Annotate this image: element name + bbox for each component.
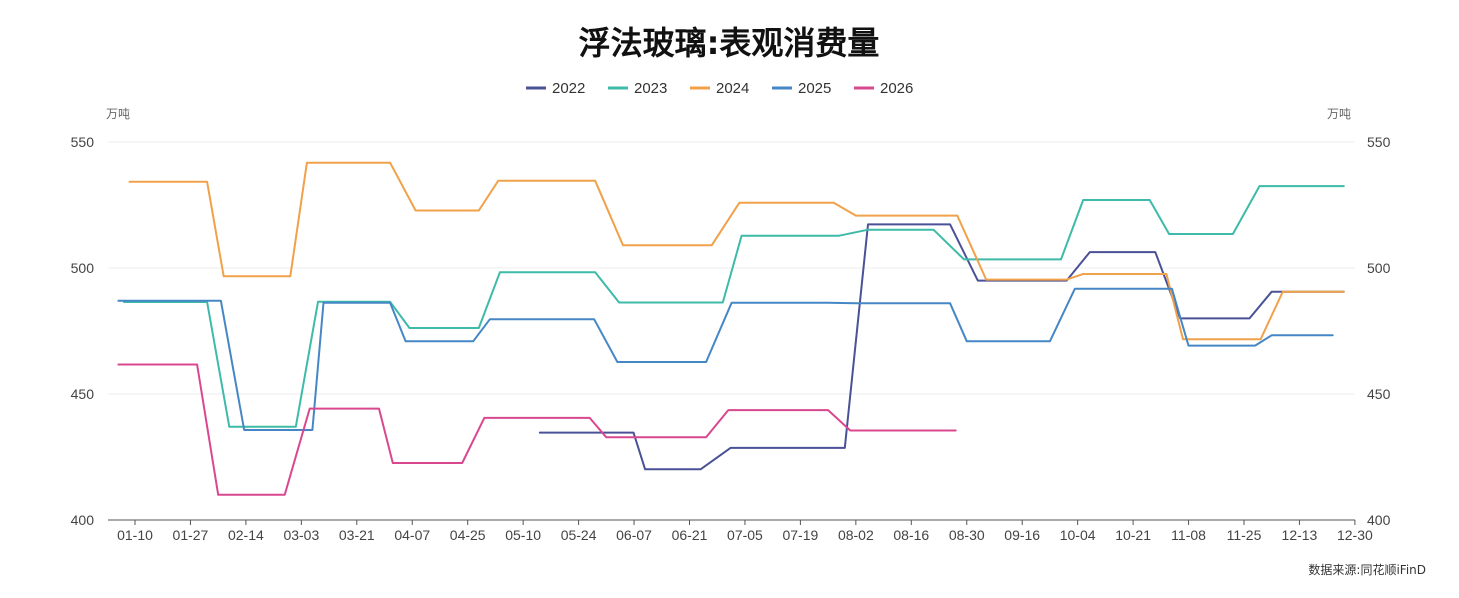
x-tick-label: 03-21 <box>339 527 375 543</box>
legend-label: 2026 <box>880 80 913 97</box>
legend[interactable]: 2022 2023 2024 2025 2026 <box>526 80 913 97</box>
left-axis-unit: 万吨 <box>106 107 130 121</box>
x-tick-label: 08-30 <box>949 527 985 543</box>
x-tick-label: 11-25 <box>1227 527 1262 543</box>
x-tick-label: 03-03 <box>283 527 319 543</box>
y-tick-label-left: 400 <box>71 512 95 528</box>
y-tick-label-right: 400 <box>1367 512 1391 528</box>
x-tick-label: 02-14 <box>228 527 264 543</box>
x-tick-label: 10-04 <box>1060 527 1096 543</box>
legend-item-2024[interactable]: 2024 <box>690 80 749 97</box>
x-tick-label: 12-13 <box>1282 527 1318 543</box>
legend-item-2026[interactable]: 2026 <box>854 80 913 97</box>
x-tick-label: 11-08 <box>1171 527 1206 543</box>
y-tick-label-right: 500 <box>1367 260 1391 276</box>
x-tick-label: 05-10 <box>505 527 541 543</box>
y-tick-label-right: 450 <box>1367 386 1391 402</box>
legend-item-2023[interactable]: 2023 <box>608 80 667 97</box>
series-line-2025 <box>117 287 1334 431</box>
x-tick-label: 08-02 <box>838 527 874 543</box>
legend-label: 2023 <box>634 80 667 97</box>
x-tick-label: 04-07 <box>394 527 430 543</box>
x-tick-label: 01-27 <box>173 527 209 543</box>
x-tick-label: 07-05 <box>727 527 763 543</box>
x-tick-label: 06-21 <box>672 527 708 543</box>
legend-item-2025[interactable]: 2025 <box>772 80 831 97</box>
y-tick-label-left: 450 <box>71 386 95 402</box>
y-tick-label-left: 500 <box>71 260 95 276</box>
axes: 400 400 450 450 500 500 550 550 01-10 01-27 02-14 0… <box>71 134 1391 543</box>
legend-item-2022[interactable]: 2022 <box>526 80 585 97</box>
x-tick-label: 05-24 <box>561 527 597 543</box>
x-tick-label: 10-21 <box>1115 527 1151 543</box>
x-tick-label: 09-16 <box>1004 527 1040 543</box>
x-tick-label: 06-07 <box>616 527 652 543</box>
legend-label: 2025 <box>798 80 831 97</box>
y-tick-label-right: 550 <box>1367 134 1391 150</box>
x-tick-label: 01-10 <box>117 527 153 543</box>
legend-label: 2022 <box>552 80 585 97</box>
y-tick-label-left: 550 <box>71 134 95 150</box>
series-line-2022 <box>538 223 1345 471</box>
chart-title: 浮法玻璃:表观消费量 <box>579 24 880 62</box>
x-tick-label: 12-30 <box>1337 527 1373 543</box>
data-source: 数据来源:同花顺iFinD <box>1308 562 1426 577</box>
x-tick-label: 08-16 <box>893 527 929 543</box>
series-lines <box>117 161 1345 496</box>
right-axis-unit: 万吨 <box>1327 107 1351 121</box>
series-line-2024 <box>128 161 1345 341</box>
legend-label: 2024 <box>716 80 749 97</box>
x-tick-label: 07-19 <box>782 527 818 543</box>
series-line-2026 <box>117 363 957 496</box>
x-tick-label: 04-25 <box>450 527 486 543</box>
series-line-2023 <box>122 185 1345 428</box>
